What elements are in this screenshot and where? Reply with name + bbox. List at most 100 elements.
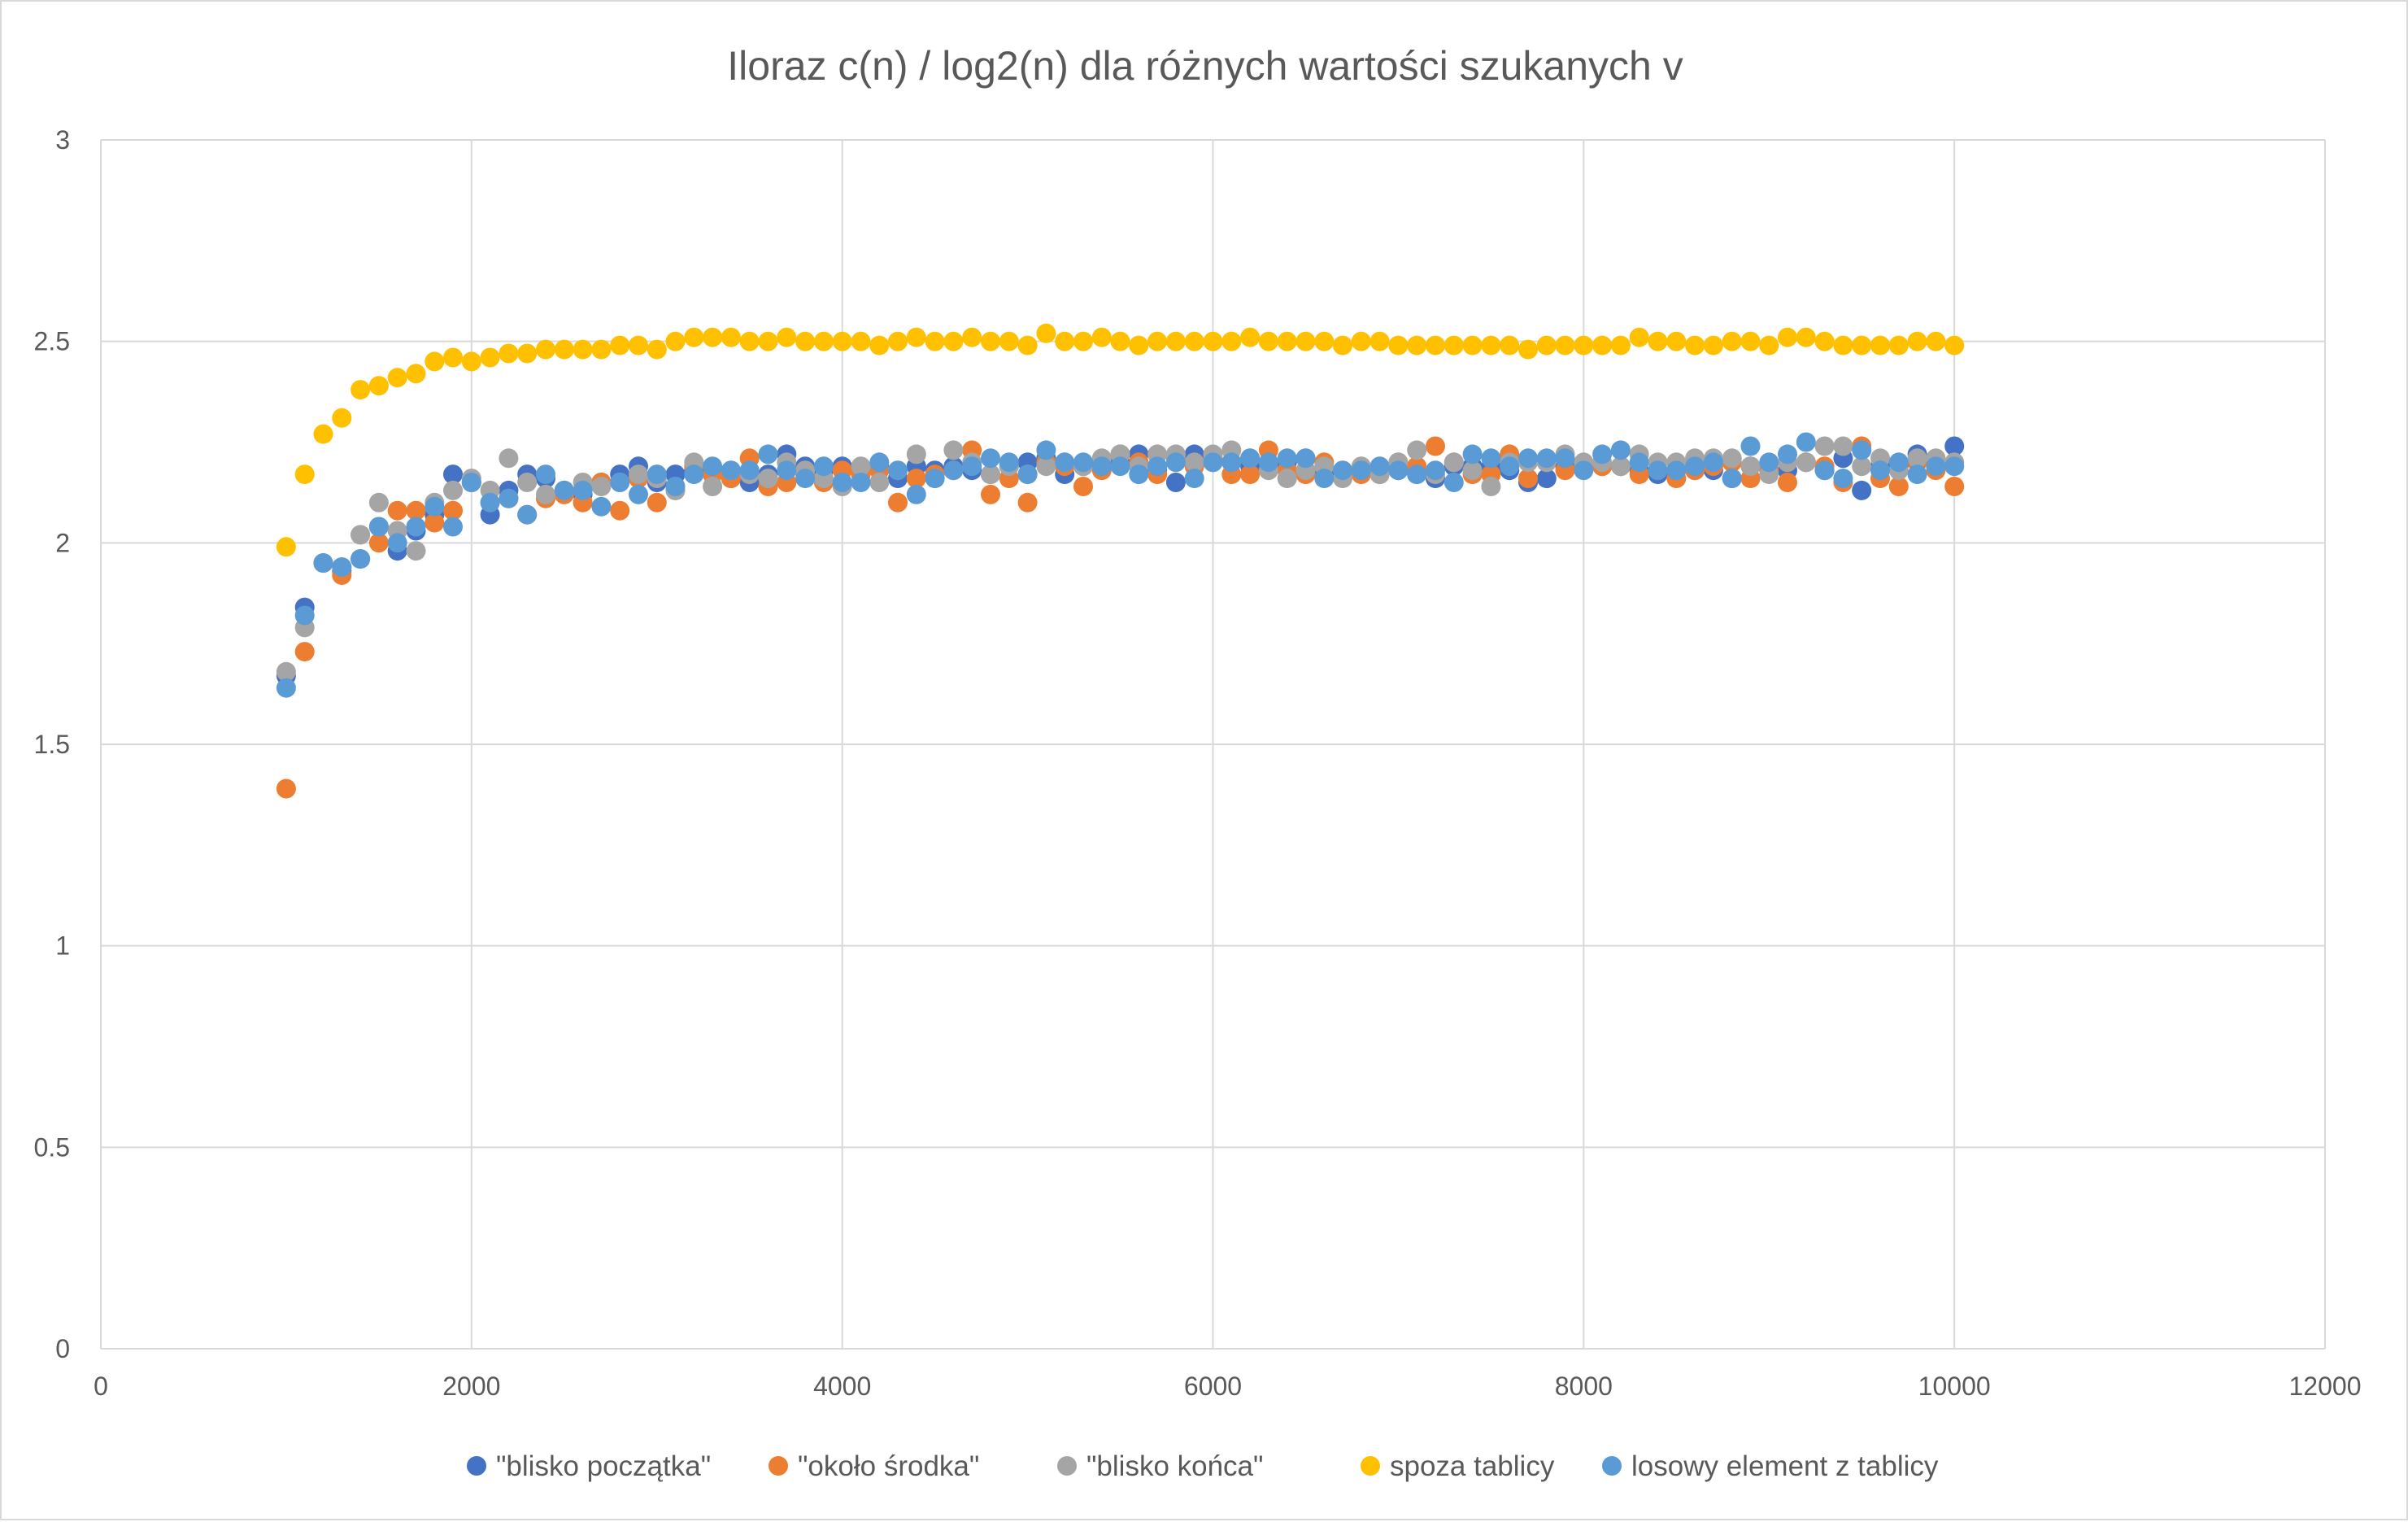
data-point — [276, 678, 296, 698]
data-point — [1036, 323, 1056, 343]
data-point — [795, 331, 816, 351]
data-point — [1666, 460, 1687, 481]
data-point — [276, 537, 296, 557]
x-tick-label: 0 — [94, 1372, 108, 1401]
data-point — [1426, 436, 1445, 456]
legend-marker — [769, 1456, 788, 1476]
data-point — [536, 339, 555, 360]
data-point — [1351, 331, 1371, 351]
data-point — [813, 331, 834, 351]
data-point — [276, 778, 296, 799]
data-point — [703, 456, 723, 477]
data-point — [1091, 456, 1112, 477]
data-point — [1888, 452, 1909, 473]
data-point — [1407, 440, 1427, 460]
data-point — [573, 339, 593, 360]
data-point — [1073, 331, 1093, 351]
data-point — [1778, 473, 1797, 492]
data-point — [1277, 448, 1297, 469]
y-tick-label: 0 — [55, 1334, 70, 1363]
data-point — [387, 500, 407, 521]
data-point — [665, 477, 686, 496]
data-point — [1314, 331, 1335, 351]
data-point — [425, 496, 445, 517]
data-point — [480, 347, 500, 368]
data-point — [1629, 452, 1649, 473]
data-point — [368, 376, 389, 396]
data-point — [1926, 456, 1946, 477]
data-point — [591, 477, 612, 496]
data-point — [981, 484, 1000, 504]
legend-label: "blisko początka" — [496, 1450, 711, 1482]
data-point — [443, 480, 463, 500]
data-point — [425, 351, 445, 372]
series-4 — [276, 432, 1965, 698]
data-point — [739, 331, 760, 351]
data-point — [1221, 452, 1242, 473]
legend-item: losowy element z tablicy — [1602, 1450, 1939, 1482]
data-point — [332, 557, 352, 578]
data-point — [1129, 464, 1149, 485]
data-point — [480, 492, 500, 512]
data-point — [1574, 460, 1594, 481]
y-tick-label: 1.5 — [34, 730, 70, 759]
x-tick-label: 8000 — [1555, 1372, 1613, 1401]
data-point — [499, 343, 519, 364]
data-point — [313, 424, 333, 444]
data-point — [629, 335, 648, 355]
data-point — [1073, 477, 1093, 496]
y-tick-label: 0.5 — [34, 1132, 70, 1162]
data-point — [406, 364, 426, 384]
data-point — [813, 456, 834, 477]
data-point — [425, 512, 445, 533]
data-point — [443, 500, 463, 521]
data-point — [906, 484, 926, 504]
data-point — [1165, 331, 1186, 351]
data-point — [351, 549, 371, 569]
data-point — [1462, 460, 1483, 481]
x-tick-label: 2000 — [442, 1372, 500, 1401]
data-point — [1722, 448, 1742, 469]
data-point — [1500, 335, 1520, 355]
y-tick-label: 2 — [55, 528, 70, 557]
data-point — [1017, 492, 1038, 512]
data-point — [610, 335, 630, 355]
data-point — [387, 533, 407, 553]
x-tick-label: 10000 — [1918, 1372, 1991, 1401]
data-point — [1870, 335, 1890, 355]
data-point — [943, 331, 964, 351]
data-point — [1740, 436, 1761, 456]
data-point — [1833, 335, 1853, 355]
legend-item: spoza tablicy — [1361, 1450, 1555, 1482]
data-point — [554, 480, 574, 500]
data-point — [832, 473, 852, 492]
legend-item: "blisko końca" — [1057, 1450, 1263, 1482]
data-point — [1055, 452, 1075, 473]
data-point — [1518, 469, 1538, 489]
data-point — [999, 331, 1019, 351]
data-point — [1277, 469, 1297, 489]
data-point — [1536, 469, 1557, 489]
y-tick-label: 2.5 — [34, 327, 70, 356]
data-point — [1017, 335, 1038, 355]
data-point — [1426, 460, 1445, 481]
data-point — [461, 351, 481, 372]
data-point — [351, 525, 371, 545]
data-point — [406, 517, 426, 537]
data-point — [1481, 448, 1501, 469]
data-point — [795, 469, 816, 489]
data-point — [1740, 456, 1761, 477]
data-point — [684, 464, 704, 485]
data-point — [943, 460, 964, 481]
data-point — [925, 469, 945, 489]
data-point — [647, 339, 667, 360]
data-point — [758, 444, 778, 464]
data-point — [1147, 331, 1168, 351]
x-tick-label: 6000 — [1184, 1372, 1242, 1401]
data-point — [906, 469, 926, 489]
data-point — [962, 456, 982, 477]
data-point — [313, 553, 333, 573]
data-point — [1129, 335, 1149, 355]
data-point — [1536, 448, 1557, 469]
data-point — [703, 477, 723, 496]
